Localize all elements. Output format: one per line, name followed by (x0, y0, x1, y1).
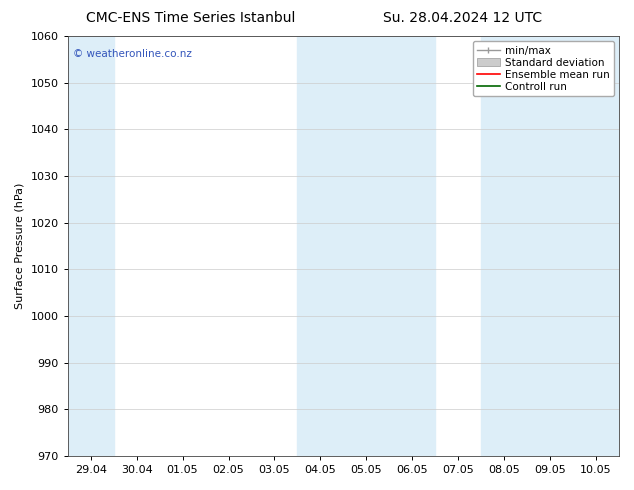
Text: © weatheronline.co.nz: © weatheronline.co.nz (73, 49, 192, 59)
Legend: min/max, Standard deviation, Ensemble mean run, Controll run: min/max, Standard deviation, Ensemble me… (472, 41, 614, 96)
Bar (68, 36, 113, 456)
Y-axis label: Surface Pressure (hPa): Surface Pressure (hPa) (15, 183, 25, 309)
Text: Su. 28.04.2024 12 UTC: Su. 28.04.2024 12 UTC (384, 11, 542, 25)
Bar (297, 36, 435, 456)
Bar (481, 36, 619, 456)
Text: CMC-ENS Time Series Istanbul: CMC-ENS Time Series Istanbul (86, 11, 295, 25)
